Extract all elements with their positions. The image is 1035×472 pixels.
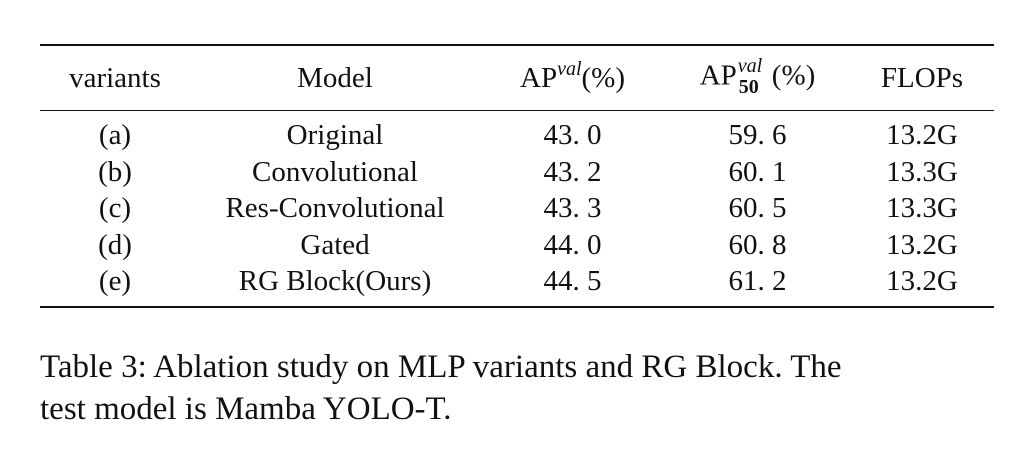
header-ap: APval(%) — [480, 46, 665, 110]
ablation-table: variants Model APval(%) AP val 50 (%) FLOPs… — [40, 44, 994, 308]
header-ap-superscript: val — [557, 57, 582, 80]
table-row: (d) Gated 44. 0 60. 8 13.2G — [40, 227, 994, 264]
cell-flops: 13.2G — [886, 265, 958, 297]
results-table-body: (a) Original 43. 0 59. 6 13.2G (b) Convo… — [40, 111, 994, 306]
table-row: (c) Res-Convolutional 43. 3 60. 5 13.3G — [40, 190, 994, 227]
cell-ap50: 59. 6 — [728, 119, 787, 151]
header-ap50-unit: (%) — [771, 59, 816, 92]
table-row: (e) RG Block(Ours) 44. 5 61. 2 13.2G — [40, 263, 994, 306]
header-flops: FLOPs — [880, 61, 964, 94]
table-caption: Table 3: Ablation study on MLP variants … — [40, 346, 1000, 430]
cell-ap50: 60. 1 — [728, 155, 787, 188]
header-model: Model — [297, 61, 373, 94]
cell-ap: 44. 5 — [543, 265, 602, 297]
cell-variant: (b) — [98, 155, 132, 188]
cell-flops: 13.2G — [886, 119, 958, 151]
cell-ap50: 60. 5 — [728, 192, 787, 224]
table-body: (a) Original 43. 0 59. 6 13.2G (b) Convo… — [40, 111, 994, 306]
cell-variant: (d) — [98, 228, 132, 261]
header-row: variants Model APval(%) AP val 50 (%) FLOPs — [40, 46, 994, 110]
table-row: (a) Original 43. 0 59. 6 13.2G — [40, 111, 994, 154]
table-mid-rule — [40, 110, 994, 111]
cell-ap: 44. 0 — [543, 228, 602, 261]
cell-variant: (a) — [98, 119, 132, 151]
table-header: variants Model APval(%) AP val 50 (%) FLOPs — [40, 46, 994, 110]
cell-variant: (c) — [98, 192, 132, 224]
cell-flops: 13.3G — [886, 155, 958, 188]
results-table: variants Model APval(%) AP val 50 (%) FLOPs — [40, 46, 994, 110]
cell-model: Convolutional — [252, 155, 418, 188]
cell-variant: (e) — [98, 265, 132, 297]
header-ap50-superscript: val — [737, 55, 763, 77]
header-ap50-script: val 50 — [737, 55, 772, 98]
caption-line-2: test model is Mamba YOLO-T. — [40, 391, 452, 427]
cell-flops: 13.2G — [886, 228, 958, 261]
header-ap-unit: (%) — [581, 61, 625, 94]
cell-ap: 43. 3 — [543, 192, 602, 224]
cell-ap50: 60. 8 — [728, 228, 787, 261]
header-ap50: AP val 50 (%) — [665, 46, 850, 110]
cell-model: Original — [286, 119, 384, 151]
cell-flops: 13.3G — [886, 192, 958, 224]
table-top-rule — [40, 44, 994, 46]
header-variants: variants — [69, 61, 161, 94]
header-ap-base: AP — [520, 61, 558, 94]
table-row: (b) Convolutional 43. 2 60. 1 13.3G — [40, 154, 994, 191]
cell-model: Res-Convolutional — [225, 192, 445, 224]
cell-ap: 43. 2 — [543, 155, 602, 188]
header-ap50-base: AP — [699, 59, 737, 92]
cell-model: RG Block(Ours) — [238, 265, 432, 297]
cell-model: Gated — [300, 228, 370, 261]
caption-line-1: Table 3: Ablation study on MLP variants … — [40, 349, 842, 385]
cell-ap50: 61. 2 — [728, 265, 787, 297]
table-bottom-rule — [40, 305, 994, 308]
header-ap50-subscript: 50 — [738, 76, 759, 98]
cell-ap: 43. 0 — [543, 119, 602, 151]
